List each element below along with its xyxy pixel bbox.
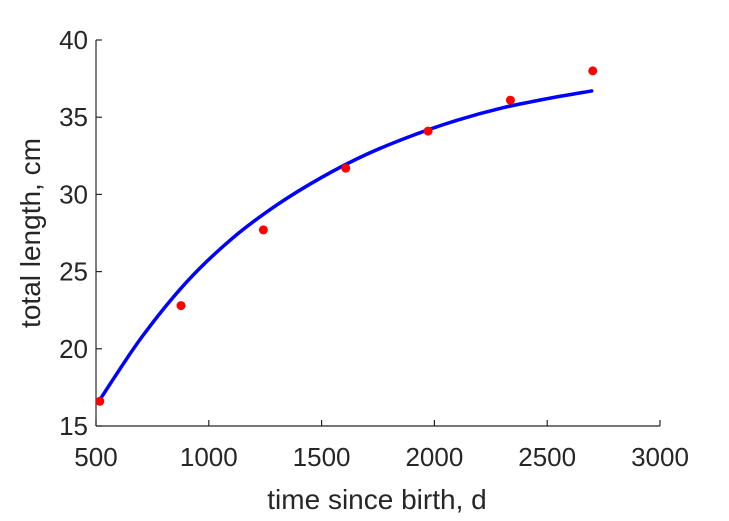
axes: 500 1000 1500 2000 2500 3000 15 20 25 30 35 40 [59,25,689,472]
y-axis-label: total length, cm [15,138,46,328]
y-tick-label: 30 [59,179,88,209]
y-tick-label: 15 [59,411,88,441]
x-tick-label: 1000 [180,442,238,472]
data-point [95,396,105,406]
y-tick-label: 35 [59,102,88,132]
x-tick-label: 500 [74,442,117,472]
x-axis-label: time since birth, d [267,484,486,515]
y-tick-label: 20 [59,334,88,364]
data-point [505,95,515,105]
data-point [588,66,598,76]
x-tick-label: 2500 [518,442,576,472]
x-tick-label: 1500 [293,442,351,472]
x-tick-label: 2000 [405,442,463,472]
y-tick-label: 25 [59,257,88,287]
data-point [176,301,186,311]
y-tick-label: 40 [59,25,88,55]
data-point [258,225,268,235]
data-point [341,163,351,173]
data-point [423,126,433,136]
plot-area [95,66,598,406]
fit-curve [98,89,594,402]
x-tick-label: 3000 [631,442,689,472]
